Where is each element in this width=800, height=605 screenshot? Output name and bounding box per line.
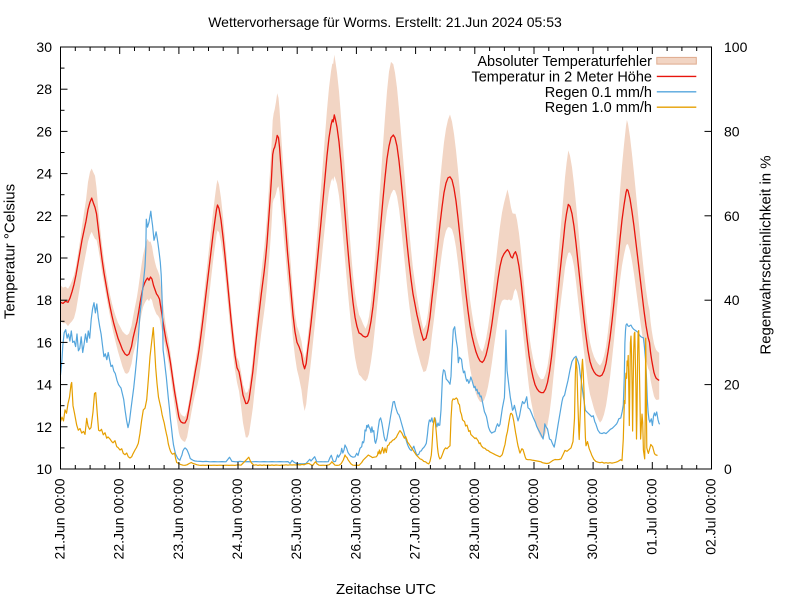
svg-text:26.Jun 00:00: 26.Jun 00:00 bbox=[347, 478, 363, 559]
svg-text:40: 40 bbox=[724, 292, 740, 308]
svg-text:Regen 1.0 mm/h: Regen 1.0 mm/h bbox=[545, 100, 652, 116]
svg-text:100: 100 bbox=[724, 39, 748, 55]
svg-text:30.Jun 00:00: 30.Jun 00:00 bbox=[584, 478, 600, 559]
svg-text:20: 20 bbox=[724, 377, 740, 393]
svg-text:Wettervorhersage für Worms. Er: Wettervorhersage für Worms. Erstellt: 21… bbox=[208, 14, 562, 30]
svg-text:20: 20 bbox=[36, 250, 52, 266]
svg-text:01.Jul 00:00: 01.Jul 00:00 bbox=[643, 478, 659, 554]
svg-text:18: 18 bbox=[36, 292, 52, 308]
svg-text:Regenwahrscheinlichkeit in %: Regenwahrscheinlichkeit in % bbox=[758, 155, 775, 354]
svg-text:23.Jun 00:00: 23.Jun 00:00 bbox=[170, 478, 186, 559]
svg-text:10: 10 bbox=[36, 461, 52, 477]
svg-text:25.Jun 00:00: 25.Jun 00:00 bbox=[288, 478, 304, 559]
svg-text:Regen 0.1 mm/h: Regen 0.1 mm/h bbox=[545, 85, 652, 101]
svg-text:24.Jun 00:00: 24.Jun 00:00 bbox=[229, 478, 245, 559]
svg-text:26: 26 bbox=[36, 123, 52, 139]
svg-text:02.Jul 00:00: 02.Jul 00:00 bbox=[703, 478, 719, 554]
svg-text:30: 30 bbox=[36, 39, 52, 55]
svg-text:27.Jun 00:00: 27.Jun 00:00 bbox=[407, 478, 423, 559]
svg-text:14: 14 bbox=[36, 377, 52, 393]
svg-text:Temperatur in 2 Meter Höhe: Temperatur in 2 Meter Höhe bbox=[471, 69, 652, 85]
svg-text:24: 24 bbox=[36, 166, 52, 182]
svg-text:28: 28 bbox=[36, 81, 52, 97]
svg-text:Zeitachse UTC: Zeitachse UTC bbox=[336, 581, 436, 598]
svg-text:12: 12 bbox=[36, 419, 52, 435]
svg-text:22.Jun 00:00: 22.Jun 00:00 bbox=[111, 478, 127, 559]
svg-text:22: 22 bbox=[36, 208, 52, 224]
svg-text:Absoluter Temperaturfehler: Absoluter Temperaturfehler bbox=[477, 54, 652, 70]
svg-text:21.Jun 00:00: 21.Jun 00:00 bbox=[52, 478, 68, 559]
svg-text:28.Jun 00:00: 28.Jun 00:00 bbox=[466, 478, 482, 559]
svg-text:29.Jun 00:00: 29.Jun 00:00 bbox=[525, 478, 541, 559]
svg-text:60: 60 bbox=[724, 208, 740, 224]
svg-text:16: 16 bbox=[36, 334, 52, 350]
svg-text:0: 0 bbox=[724, 461, 732, 477]
svg-text:80: 80 bbox=[724, 123, 740, 139]
svg-text:Temperatur °Celsius: Temperatur °Celsius bbox=[2, 184, 19, 319]
